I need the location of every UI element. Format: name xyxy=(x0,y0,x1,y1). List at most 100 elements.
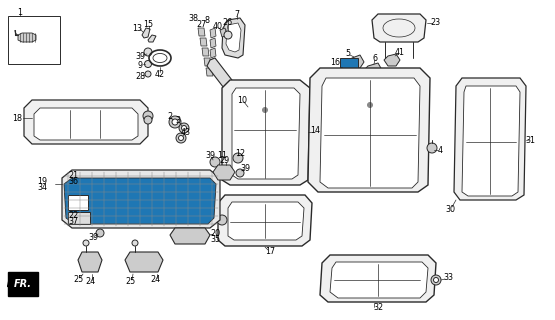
Text: 42: 42 xyxy=(155,69,165,78)
Polygon shape xyxy=(213,165,235,180)
Text: 8: 8 xyxy=(204,15,209,25)
Polygon shape xyxy=(200,38,207,46)
Polygon shape xyxy=(320,78,420,188)
Text: FR.: FR. xyxy=(14,279,32,289)
Text: 13: 13 xyxy=(132,23,142,33)
Text: 35: 35 xyxy=(210,236,220,244)
Text: 38: 38 xyxy=(188,13,198,22)
Polygon shape xyxy=(210,48,216,58)
Polygon shape xyxy=(384,54,400,66)
Polygon shape xyxy=(308,68,430,192)
Polygon shape xyxy=(320,255,436,302)
Text: 17: 17 xyxy=(265,247,275,257)
Circle shape xyxy=(224,31,232,39)
Polygon shape xyxy=(207,58,255,118)
Bar xyxy=(68,195,88,210)
Polygon shape xyxy=(330,262,428,298)
Polygon shape xyxy=(210,38,216,48)
Circle shape xyxy=(179,135,184,140)
Circle shape xyxy=(427,143,437,153)
Text: 24: 24 xyxy=(85,277,95,286)
Polygon shape xyxy=(222,80,310,185)
Text: 30: 30 xyxy=(445,205,455,214)
Text: 39: 39 xyxy=(88,233,98,242)
Circle shape xyxy=(210,157,220,167)
Circle shape xyxy=(217,215,227,225)
Text: 39: 39 xyxy=(205,150,215,159)
Polygon shape xyxy=(198,28,205,36)
Text: 28: 28 xyxy=(135,71,145,81)
Text: 14: 14 xyxy=(310,125,320,134)
Text: 7: 7 xyxy=(234,10,240,19)
Text: 29: 29 xyxy=(220,156,230,164)
Circle shape xyxy=(143,111,153,121)
Bar xyxy=(340,58,358,76)
Text: 27: 27 xyxy=(197,20,207,28)
Polygon shape xyxy=(222,18,245,58)
Circle shape xyxy=(132,240,138,246)
Text: 25: 25 xyxy=(125,277,135,286)
Circle shape xyxy=(367,102,372,108)
Polygon shape xyxy=(228,202,304,240)
Text: 11: 11 xyxy=(217,150,227,159)
Text: 9: 9 xyxy=(138,60,143,69)
Text: 15: 15 xyxy=(143,20,153,28)
Text: 39: 39 xyxy=(240,164,250,172)
Circle shape xyxy=(144,116,152,124)
Text: 32: 32 xyxy=(373,303,383,313)
Text: 16: 16 xyxy=(330,58,340,67)
Circle shape xyxy=(144,60,152,68)
Polygon shape xyxy=(204,58,211,66)
Text: 31: 31 xyxy=(525,135,535,145)
Polygon shape xyxy=(462,86,520,196)
Circle shape xyxy=(145,71,151,77)
Text: 10: 10 xyxy=(237,95,247,105)
Polygon shape xyxy=(210,28,216,38)
Text: 40: 40 xyxy=(213,21,223,30)
Circle shape xyxy=(263,108,268,113)
Text: 41: 41 xyxy=(395,47,405,57)
Text: 37: 37 xyxy=(68,217,78,226)
Bar xyxy=(8,16,60,64)
Circle shape xyxy=(169,116,181,128)
Text: 2: 2 xyxy=(168,111,173,121)
Text: 23: 23 xyxy=(430,18,440,27)
Polygon shape xyxy=(24,100,148,144)
Text: 20: 20 xyxy=(210,228,220,237)
Circle shape xyxy=(96,229,104,237)
Text: 25: 25 xyxy=(73,276,83,284)
Polygon shape xyxy=(18,33,36,42)
Polygon shape xyxy=(226,23,241,52)
Polygon shape xyxy=(125,252,163,272)
Polygon shape xyxy=(78,252,102,272)
Polygon shape xyxy=(148,35,156,42)
Polygon shape xyxy=(210,58,216,68)
Text: 33: 33 xyxy=(443,274,453,283)
Circle shape xyxy=(233,153,243,163)
Polygon shape xyxy=(8,272,38,296)
Polygon shape xyxy=(62,170,220,228)
Text: 26: 26 xyxy=(222,18,232,27)
Polygon shape xyxy=(232,88,300,179)
Text: 12: 12 xyxy=(235,148,245,157)
Text: 18: 18 xyxy=(12,114,22,123)
Text: 19: 19 xyxy=(37,177,47,186)
Text: 21: 21 xyxy=(68,171,78,180)
Circle shape xyxy=(433,277,438,283)
Polygon shape xyxy=(170,228,210,244)
Text: 5: 5 xyxy=(345,49,351,58)
Text: 3: 3 xyxy=(175,116,180,124)
Polygon shape xyxy=(348,55,364,68)
Text: 24: 24 xyxy=(150,276,160,284)
Text: 36: 36 xyxy=(68,177,78,186)
Text: 43: 43 xyxy=(181,127,191,137)
Text: 4: 4 xyxy=(437,146,442,155)
Circle shape xyxy=(179,123,189,133)
Circle shape xyxy=(181,125,186,131)
Circle shape xyxy=(83,240,89,246)
Circle shape xyxy=(172,119,178,125)
Text: 1: 1 xyxy=(18,7,23,17)
Circle shape xyxy=(144,48,152,56)
Polygon shape xyxy=(142,28,150,38)
Text: 39: 39 xyxy=(135,52,145,60)
